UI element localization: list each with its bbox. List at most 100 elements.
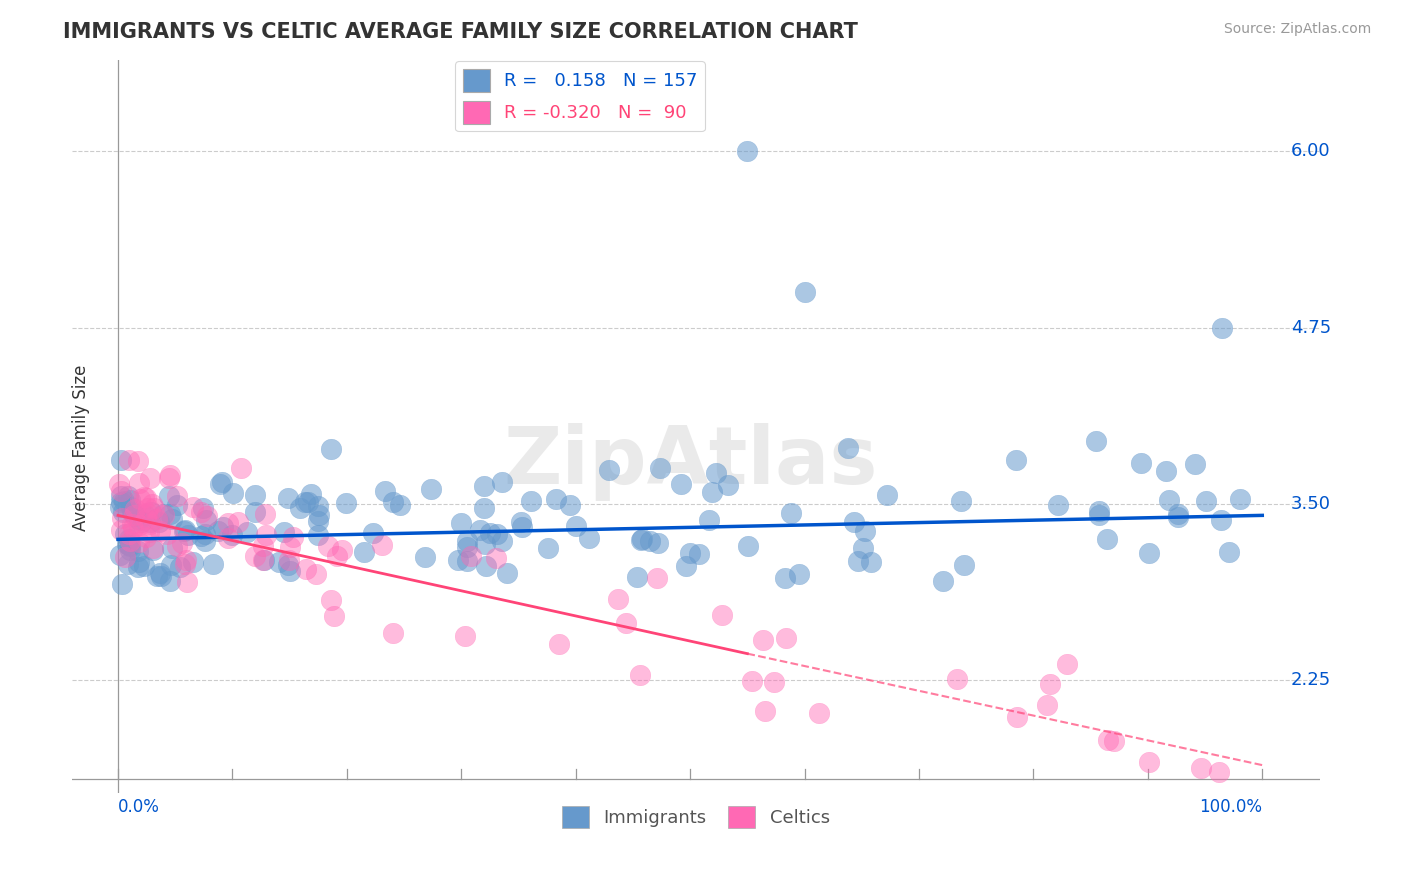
Point (229, 461, 252, 475)
Point (1137, 755, 1160, 769)
Point (181, 500, 204, 514)
Point (129, 491, 152, 506)
Point (267, 555, 290, 569)
Point (946, 673, 969, 687)
Point (1097, 732, 1119, 747)
Point (193, 501, 215, 516)
Point (717, 478, 740, 492)
Point (837, 442, 859, 456)
Text: Average Family Size: Average Family Size (72, 365, 90, 531)
Point (117, 453, 139, 467)
Point (146, 512, 169, 526)
Point (253, 552, 276, 566)
Point (454, 629, 477, 643)
Point (118, 543, 141, 558)
Point (245, 549, 267, 564)
Point (647, 571, 669, 585)
Point (157, 471, 180, 485)
Point (127, 454, 149, 468)
Point (308, 499, 330, 513)
Point (121, 505, 143, 519)
Point (134, 490, 156, 504)
Point (190, 529, 212, 543)
Point (1036, 698, 1059, 712)
Point (129, 515, 152, 529)
Point (201, 557, 224, 571)
Point (209, 476, 232, 491)
Point (630, 533, 652, 548)
Point (325, 549, 347, 563)
Point (631, 533, 654, 547)
Point (1167, 510, 1189, 524)
Point (491, 533, 513, 548)
Point (136, 501, 159, 516)
Point (1046, 498, 1069, 512)
Point (853, 524, 876, 538)
Point (149, 569, 172, 583)
Point (510, 520, 533, 534)
Point (174, 558, 197, 572)
Point (170, 536, 193, 550)
Point (166, 539, 188, 553)
Point (353, 545, 375, 559)
Point (468, 523, 491, 537)
Point (299, 487, 322, 501)
Point (120, 540, 142, 554)
Point (1189, 760, 1212, 774)
Point (485, 550, 508, 565)
Point (194, 534, 217, 549)
Point (252, 539, 274, 553)
Point (1005, 453, 1028, 467)
Point (217, 531, 239, 545)
Point (142, 542, 165, 557)
Point (762, 675, 785, 690)
Point (931, 574, 953, 588)
Point (1229, 492, 1251, 507)
Point (110, 453, 132, 467)
Legend: Immigrants, Celtics: Immigrants, Celtics (554, 799, 837, 836)
Point (450, 516, 472, 530)
Point (626, 569, 648, 583)
Point (648, 461, 671, 475)
Point (308, 508, 330, 522)
Point (217, 516, 239, 531)
Point (1095, 532, 1118, 546)
Point (330, 542, 353, 557)
Point (456, 534, 478, 549)
Point (297, 495, 319, 509)
Point (307, 528, 329, 542)
Point (447, 552, 470, 566)
Point (226, 516, 249, 530)
Point (211, 475, 233, 489)
Point (1184, 458, 1206, 472)
Point (153, 508, 176, 522)
Point (509, 515, 531, 529)
Point (166, 499, 188, 513)
Point (118, 539, 141, 553)
Point (141, 497, 163, 511)
Point (578, 531, 600, 545)
Point (479, 526, 502, 541)
Point (475, 559, 498, 574)
Text: IMMIGRANTS VS CELTIC AVERAGE FAMILY SIZE CORRELATION CHART: IMMIGRANTS VS CELTIC AVERAGE FAMILY SIZE… (63, 22, 858, 42)
Point (281, 530, 304, 544)
Point (159, 574, 181, 588)
Point (702, 485, 724, 500)
Point (115, 537, 138, 551)
Point (166, 490, 188, 504)
Point (1088, 508, 1111, 522)
Point (460, 549, 482, 563)
Point (183, 555, 205, 569)
Point (160, 541, 183, 555)
Point (688, 547, 710, 561)
Point (138, 471, 160, 485)
Point (1218, 545, 1240, 559)
Point (127, 544, 149, 558)
Point (775, 571, 797, 585)
Point (305, 567, 328, 582)
Point (382, 625, 405, 640)
Point (143, 500, 166, 515)
Point (752, 632, 775, 647)
Point (560, 498, 582, 512)
Point (221, 528, 243, 542)
